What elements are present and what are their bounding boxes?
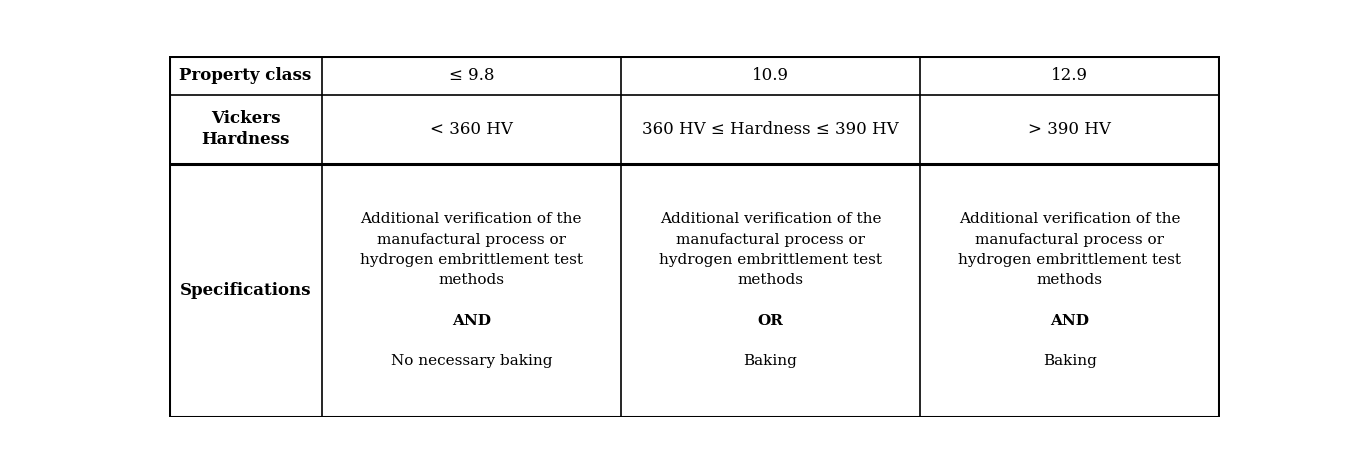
Text: Vickers
Hardness: Vickers Hardness xyxy=(202,110,290,148)
Text: methods: methods xyxy=(1037,273,1103,287)
Text: AND: AND xyxy=(451,314,491,328)
Text: manufactural process or: manufactural process or xyxy=(976,233,1164,247)
Text: hydrogen embrittlement test: hydrogen embrittlement test xyxy=(360,253,583,267)
Text: 10.9: 10.9 xyxy=(752,67,789,84)
Text: methods: methods xyxy=(737,273,804,287)
Text: Additional verification of the: Additional verification of the xyxy=(959,212,1180,227)
Text: > 390 HV: > 390 HV xyxy=(1028,121,1111,138)
Text: ≤ 9.8: ≤ 9.8 xyxy=(449,67,495,84)
Text: Specifications: Specifications xyxy=(180,282,312,299)
Text: methods: methods xyxy=(438,273,504,287)
Text: AND: AND xyxy=(1050,314,1089,328)
Text: Baking: Baking xyxy=(744,354,798,368)
Text: 360 HV ≤ Hardness ≤ 390 HV: 360 HV ≤ Hardness ≤ 390 HV xyxy=(642,121,898,138)
Text: 12.9: 12.9 xyxy=(1051,67,1088,84)
Text: OR: OR xyxy=(757,314,783,328)
Text: manufactural process or: manufactural process or xyxy=(676,233,864,247)
Text: manufactural process or: manufactural process or xyxy=(377,233,566,247)
Text: No necessary baking: No necessary baking xyxy=(390,354,551,368)
Text: Additional verification of the: Additional verification of the xyxy=(660,212,881,227)
Text: < 360 HV: < 360 HV xyxy=(430,121,512,138)
Text: Property class: Property class xyxy=(179,67,312,84)
Text: hydrogen embrittlement test: hydrogen embrittlement test xyxy=(659,253,882,267)
Text: Baking: Baking xyxy=(1043,354,1096,368)
Text: hydrogen embrittlement test: hydrogen embrittlement test xyxy=(958,253,1182,267)
Text: Additional verification of the: Additional verification of the xyxy=(360,212,583,227)
